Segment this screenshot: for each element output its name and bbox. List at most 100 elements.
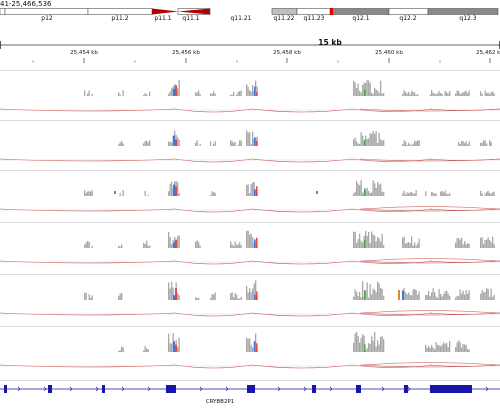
coverage-bar — [447, 93, 449, 96]
coverage-plot[interactable] — [0, 327, 500, 377]
coverage-bar — [449, 295, 451, 300]
coverage-plot[interactable] — [0, 223, 500, 273]
splice-junction-arc — [429, 108, 500, 111]
coverage-bar — [449, 90, 451, 96]
coverage-bar — [481, 290, 483, 300]
coverage-bar — [447, 293, 449, 300]
coverage-bar — [461, 140, 463, 146]
coverage-bar — [118, 350, 120, 352]
splice-junction-arc — [361, 206, 499, 210]
coverage-bar — [144, 243, 146, 248]
splice-junction-arc — [174, 260, 253, 265]
alignment-track[interactable] — [0, 222, 500, 273]
coverage-bar — [429, 94, 431, 96]
coverage-bar — [168, 141, 170, 146]
centromere-q — [178, 8, 210, 15]
coverage-bar — [431, 292, 433, 300]
coverage-bar — [468, 243, 470, 248]
coverage-bar — [465, 345, 467, 352]
coverage-bar — [381, 233, 383, 248]
coverage-bar — [484, 90, 486, 96]
coverage-bar — [90, 297, 92, 300]
gene-model[interactable] — [0, 381, 500, 401]
coverage-bar — [84, 244, 86, 248]
coverage-bar — [88, 90, 90, 96]
coverage-bar — [210, 141, 212, 146]
coverage-plot[interactable] — [0, 171, 500, 221]
coverage-bar — [354, 333, 356, 352]
coverage-bar — [146, 240, 148, 248]
coverage-bar — [377, 90, 379, 96]
coverage-bar — [425, 294, 427, 300]
coverage-bar — [411, 145, 413, 146]
coverage-bar — [365, 83, 367, 96]
cytoband-2 — [87, 8, 153, 15]
coverage-bar — [178, 337, 180, 352]
coverage-bar — [415, 141, 417, 146]
coverage-plot[interactable] — [0, 71, 500, 121]
coverage-bar — [233, 297, 235, 300]
coverage-bar — [214, 192, 216, 196]
coverage-bar — [365, 290, 367, 300]
coverage-plot[interactable] — [0, 121, 500, 171]
coverage-bar — [483, 243, 485, 248]
coverage-bar — [403, 236, 405, 248]
coverage-bar — [198, 297, 200, 300]
mismatch-bar — [254, 239, 256, 248]
coverage-bar — [403, 140, 405, 146]
strand-arrow — [329, 386, 333, 392]
coverage-bar — [356, 88, 358, 96]
gene-track[interactable]: CRYBB2P1 — [0, 380, 500, 411]
coverage-bar — [362, 192, 364, 196]
coverage-bar — [237, 244, 239, 248]
coverage-bar — [483, 140, 485, 146]
coverage-plot[interactable] — [0, 275, 500, 325]
strand-arrow — [381, 386, 385, 392]
locus-readout[interactable]: 41-25,466,536 — [0, 0, 52, 8]
coverage-bar — [250, 91, 252, 96]
alignment-track[interactable] — [0, 274, 500, 325]
mismatch-bar — [316, 191, 318, 194]
strand-arrow — [199, 386, 203, 392]
mismatch-bar — [173, 135, 175, 146]
gene-name[interactable]: CRYBB2P1 — [205, 399, 235, 405]
alignment-track[interactable] — [0, 70, 500, 121]
gene-exon — [48, 385, 52, 393]
coverage-bar — [493, 244, 495, 248]
strand-arrow — [225, 386, 229, 392]
coverage-bar — [455, 297, 457, 300]
coverage-bar — [250, 143, 252, 146]
coverage-bar — [236, 294, 238, 300]
coverage-bar — [458, 295, 460, 300]
coverage-bar — [239, 140, 241, 146]
splice-junction-arc — [429, 312, 500, 315]
coverage-bar — [119, 293, 121, 300]
splice-junction-arc — [351, 312, 433, 316]
alignment-track[interactable] — [0, 326, 500, 377]
alignment-track[interactable] — [0, 170, 500, 221]
coverage-bar — [195, 142, 197, 146]
coverage-bar — [178, 235, 180, 248]
coverage-bar — [195, 241, 197, 248]
coverage-bar — [487, 288, 489, 300]
coverage-bar — [121, 346, 123, 352]
coverage-bar — [169, 288, 171, 300]
chromosome-ideogram[interactable] — [0, 8, 500, 15]
coverage-bar — [357, 83, 359, 96]
coverage-bar — [432, 288, 434, 300]
coverage-bar — [353, 342, 355, 352]
coverage-bar — [377, 142, 379, 146]
splice-junction-arc — [0, 158, 176, 162]
coverage-bar — [237, 91, 239, 96]
coverage-bar — [464, 241, 466, 248]
coverage-bar — [444, 190, 446, 196]
coverage-bar — [487, 237, 489, 248]
coverage-bar — [369, 243, 371, 248]
coverage-bar — [443, 192, 445, 196]
coverage-bar — [374, 289, 376, 300]
coverage-bar — [437, 344, 439, 352]
coverage-bar — [417, 243, 419, 248]
coverage-bar — [230, 94, 232, 96]
alignment-track[interactable] — [0, 120, 500, 171]
coverage-bar — [489, 296, 491, 300]
